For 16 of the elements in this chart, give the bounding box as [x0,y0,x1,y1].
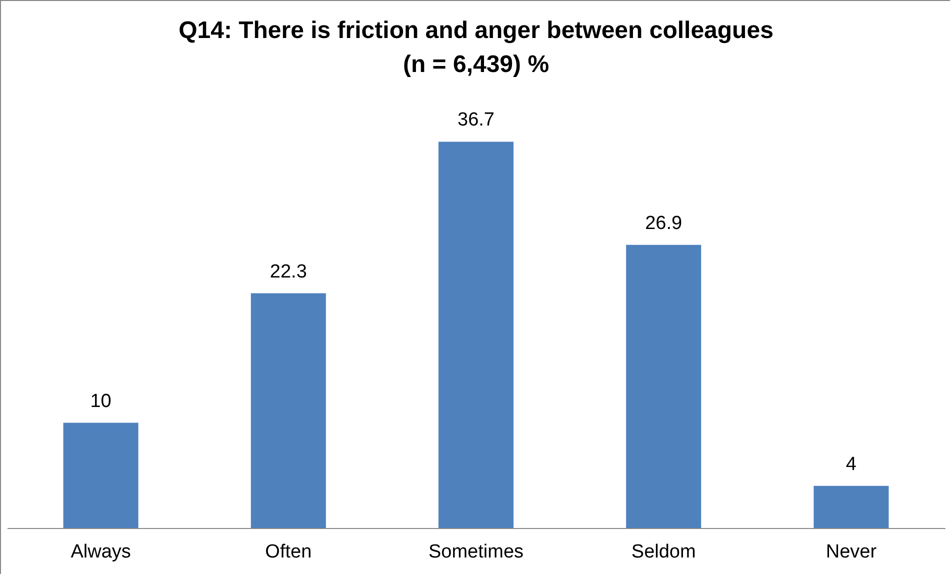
bar [63,422,138,528]
data-label: 4 [846,454,857,475]
data-label: 36.7 [458,110,494,131]
x-tick-label: Never [826,542,878,562]
bar [626,244,702,528]
x-tick-label: Seldom [631,542,696,562]
data-label: 22.3 [270,261,307,282]
x-tick-label: Sometimes [428,542,524,562]
data-label: 26.9 [645,212,682,234]
bar [250,293,326,528]
bar [438,142,514,528]
x-tick-label: Often [265,542,312,562]
data-label: 10 [90,390,112,412]
chart-title: Q14: There is friction and anger between colleagues (n = 6,439) % [178,17,774,78]
x-tick-label: Always [70,542,131,562]
bar [814,486,889,528]
